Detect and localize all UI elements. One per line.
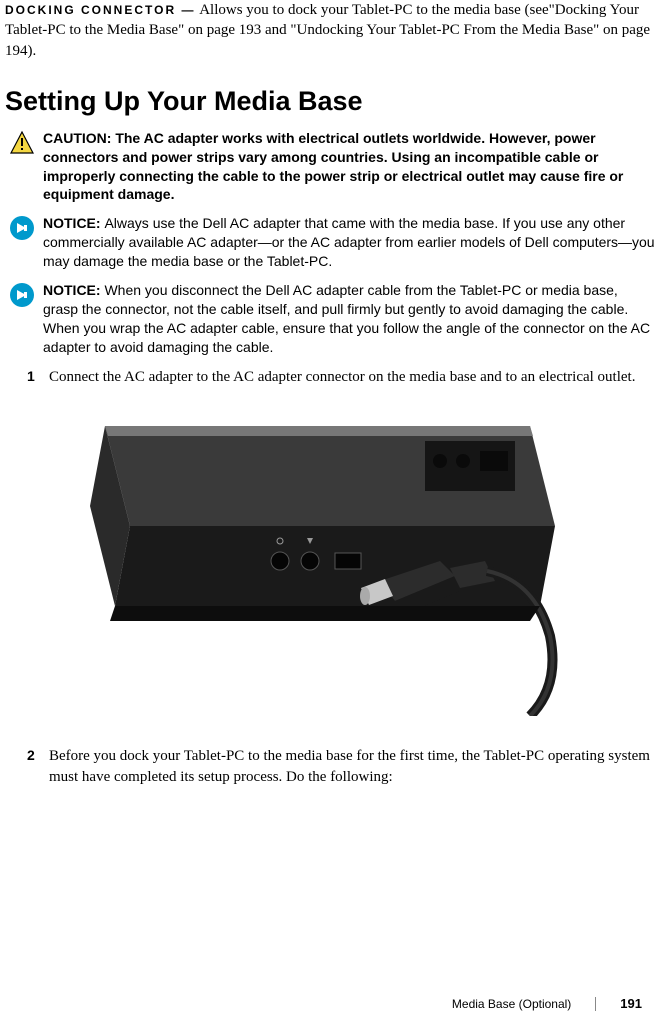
step-1-text: Connect the AC adapter to the AC adapter… bbox=[49, 367, 655, 388]
step-2-text: Before you dock your Tablet-PC to the me… bbox=[49, 746, 655, 788]
page-footer: Media Base (Optional) 191 bbox=[452, 996, 642, 1011]
notice-2-label: NOTICE: bbox=[43, 282, 104, 298]
section-heading: Setting Up Your Media Base bbox=[5, 86, 655, 117]
notice-2-text: NOTICE: When you disconnect the Dell AC … bbox=[43, 281, 655, 357]
docking-connector-paragraph: DOCKING CONNECTOR — Allows you to dock y… bbox=[5, 0, 655, 61]
footer-divider bbox=[595, 997, 596, 1011]
step-1: 1 Connect the AC adapter to the AC adapt… bbox=[5, 367, 655, 388]
caution-label: CAUTION: bbox=[43, 130, 115, 146]
notice-block-1: NOTICE: Always use the Dell AC adapter t… bbox=[5, 214, 655, 271]
caution-block: CAUTION: The AC adapter works with elect… bbox=[5, 129, 655, 205]
notice-2-body: When you disconnect the Dell AC adapter … bbox=[43, 282, 650, 355]
notice-1-text: NOTICE: Always use the Dell AC adapter t… bbox=[43, 214, 655, 271]
step-2-number: 2 bbox=[27, 746, 49, 766]
footer-page-number: 191 bbox=[620, 996, 642, 1011]
notice-block-2: NOTICE: When you disconnect the Dell AC … bbox=[5, 281, 655, 357]
figure-container bbox=[5, 406, 655, 716]
caution-icon bbox=[9, 130, 35, 156]
step-1-number: 1 bbox=[27, 367, 49, 387]
notice-icon bbox=[9, 215, 35, 241]
notice-1-body: Always use the Dell AC adapter that came… bbox=[43, 215, 655, 269]
footer-section-title: Media Base (Optional) bbox=[452, 997, 571, 1011]
caution-body: The AC adapter works with electrical out… bbox=[43, 130, 623, 203]
notice-icon bbox=[9, 282, 35, 308]
docking-connector-label: DOCKING CONNECTOR — bbox=[5, 3, 195, 17]
caution-text: CAUTION: The AC adapter works with elect… bbox=[43, 129, 655, 205]
media-base-figure bbox=[85, 406, 575, 716]
step-2: 2 Before you dock your Tablet-PC to the … bbox=[5, 746, 655, 788]
notice-1-label: NOTICE: bbox=[43, 215, 104, 231]
